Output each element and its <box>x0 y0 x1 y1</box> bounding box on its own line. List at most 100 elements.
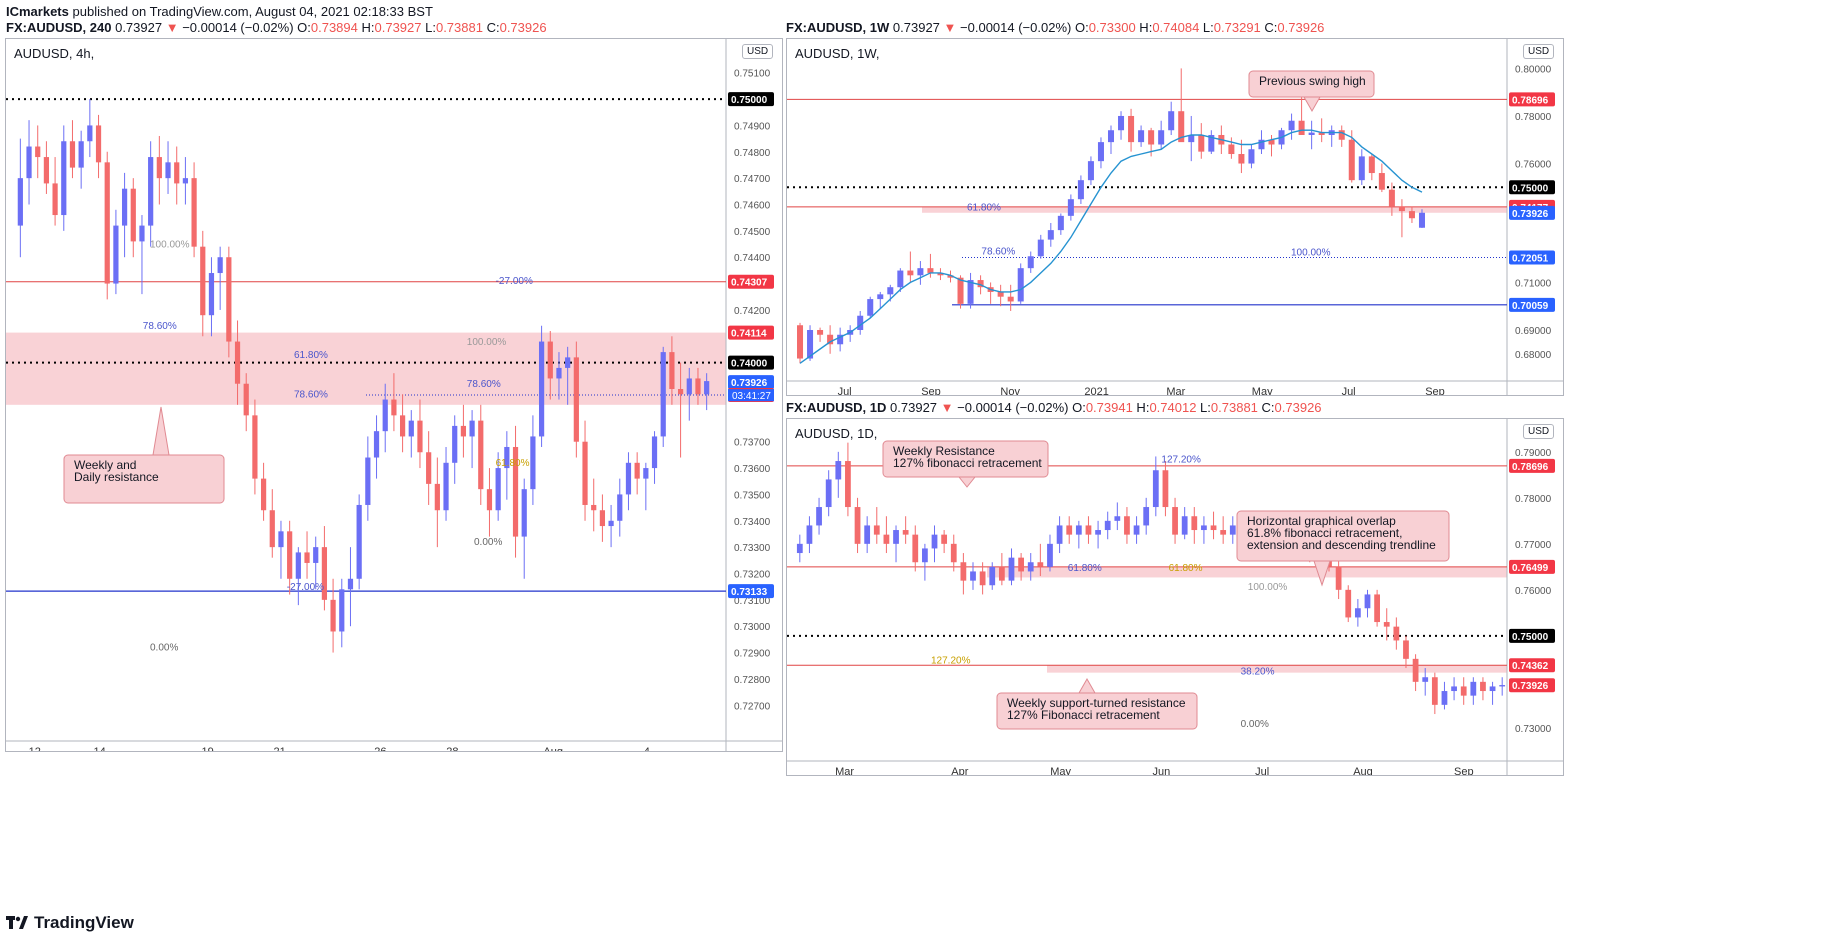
candle-body <box>130 188 136 242</box>
price-tag <box>1509 678 1555 693</box>
y-tick-label: 0.71000 <box>1515 278 1552 289</box>
resistance-zone <box>1047 665 1507 673</box>
currency-badge[interactable]: USD <box>742 44 774 59</box>
header-open: 0.73894 <box>310 20 358 35</box>
annotation-box <box>63 454 225 504</box>
candle-body <box>1037 562 1044 567</box>
candle-body <box>139 225 145 242</box>
chart-4h-svg[interactable]: 0.75100 0.74900 0.74800 0.74700 0.74600 0.745… <box>6 39 782 751</box>
price-tag <box>728 584 774 599</box>
candle-body <box>1378 173 1385 190</box>
candle-body <box>556 367 562 379</box>
y-tick-label: 0.74800 <box>734 148 771 159</box>
x-tick-label: Jun <box>1153 766 1171 775</box>
candle-body <box>927 268 934 273</box>
y-tick-label: 0.74600 <box>734 201 771 212</box>
x-tick-label: Jul <box>838 386 852 395</box>
x-tick-label: 12 <box>29 746 41 751</box>
fibonacci-label: 100.00% <box>1248 582 1288 593</box>
candle-body <box>478 420 484 490</box>
x-tick-label: Mar <box>1166 386 1185 395</box>
candle-body <box>113 225 119 284</box>
y-tick-label: 0.73700 <box>734 438 771 449</box>
tradingview-brand[interactable]: TradingView <box>6 913 134 933</box>
fibonacci-label: 78.60% <box>467 379 501 390</box>
candle-body <box>979 571 986 586</box>
annotation-pointer <box>1303 96 1321 113</box>
candle-body <box>69 141 76 168</box>
chart-panel-4h[interactable]: 0.75100 0.74900 0.74800 0.74700 0.74600 0.745… <box>5 38 783 752</box>
candle-body <box>486 489 493 511</box>
y-tick-label: 0.72800 <box>734 675 771 686</box>
candle-body <box>796 543 803 554</box>
candle-body <box>1499 685 1506 687</box>
header-last: 0.73927 <box>890 400 938 415</box>
y-tick-label: 0.68000 <box>1515 350 1552 361</box>
x-tick-label: Jul <box>1255 766 1269 775</box>
candle-body <box>1077 180 1084 200</box>
candle-body <box>845 461 851 508</box>
publisher-line: ICmarkets published on TradingView.com, … <box>6 4 433 19</box>
candle-body <box>1097 142 1104 162</box>
price-tag-label: 0.75000 <box>1512 632 1549 643</box>
y-tick-label: 0.74400 <box>734 253 771 264</box>
candle-body <box>156 157 162 179</box>
annotation-box <box>1236 510 1450 562</box>
candle-body <box>1114 516 1121 521</box>
x-tick-label: Sep <box>921 386 941 395</box>
x-tick-label: Nov <box>1000 386 1020 395</box>
candle-body <box>1248 149 1255 164</box>
chart-panel-1w[interactable]: 0.800000.780000.760000.740000.710000.690… <box>786 38 1564 396</box>
currency-badge[interactable]: USD <box>1523 424 1555 439</box>
candle-body <box>1198 134 1205 152</box>
candle-body <box>26 146 32 179</box>
x-tick-label: 28 <box>446 746 458 751</box>
x-tick-label: Sep <box>1425 386 1445 395</box>
candle-body <box>330 599 336 632</box>
candle-body <box>599 510 606 527</box>
chart-1w-svg[interactable]: 0.800000.780000.760000.740000.710000.690… <box>787 39 1563 395</box>
y-tick-label: 0.73600 <box>734 464 771 475</box>
candle-body <box>260 478 267 511</box>
countdown-tag <box>728 389 774 402</box>
candle-body <box>1191 516 1198 531</box>
price-tag-label: 0.73133 <box>731 587 768 598</box>
fibonacci-label: 100.00% <box>467 337 507 348</box>
candle-body <box>1354 608 1361 618</box>
price-tag-label: 0.74114 <box>731 329 767 340</box>
price-tag-label: 0.72051 <box>1512 253 1549 264</box>
header-change: −0.00014 (−0.02%) <box>182 20 294 35</box>
candle-body <box>304 552 310 563</box>
candle-body <box>200 246 206 316</box>
candle-body <box>1067 199 1074 216</box>
x-tick-label: 4 <box>644 746 650 751</box>
candle-body <box>1118 115 1125 131</box>
chart-1d-svg[interactable]: 0.79000 0.78000 0.77000 0.76000 0.73000 0.786… <box>787 419 1563 775</box>
y-tick-label: 0.69000 <box>1515 326 1552 337</box>
candle-body <box>825 479 832 508</box>
annotation-text: extension and descending trendline <box>1247 538 1436 552</box>
y-tick-label: 0.72900 <box>734 649 771 660</box>
chart-panel-1d[interactable]: 0.79000 0.78000 0.77000 0.76000 0.73000 0.786… <box>786 418 1564 776</box>
candle-body <box>1085 525 1092 535</box>
price-tag <box>728 92 774 107</box>
candle-body <box>452 425 458 463</box>
header-close: 0.73926 <box>1277 20 1325 35</box>
y-tick-label: 0.77000 <box>1515 540 1552 551</box>
annotation-text: Weekly support-turned resistance <box>1007 696 1186 710</box>
header-4h: FX:AUDUSD, 240 0.73927 ▼ −0.00014 (−0.02… <box>6 20 547 35</box>
moving-average-line <box>799 129 1423 364</box>
countdown-label: 03:41:27 <box>732 391 771 402</box>
currency-badge[interactable]: USD <box>1523 44 1555 59</box>
header-high: 0.73927 <box>374 20 422 35</box>
candle-body <box>1152 470 1159 508</box>
price-tag-label: 0.73926 <box>1512 681 1549 692</box>
candle-body <box>634 462 640 479</box>
candle-body <box>538 341 545 437</box>
candle-body <box>1393 626 1400 641</box>
candle-body <box>495 468 501 511</box>
y-tick-label: 0.78000 <box>1515 494 1552 505</box>
fibonacci-label: 61.80% <box>1068 563 1102 574</box>
y-tick-label: 0.73000 <box>1515 724 1552 735</box>
candle-body <box>243 383 249 416</box>
